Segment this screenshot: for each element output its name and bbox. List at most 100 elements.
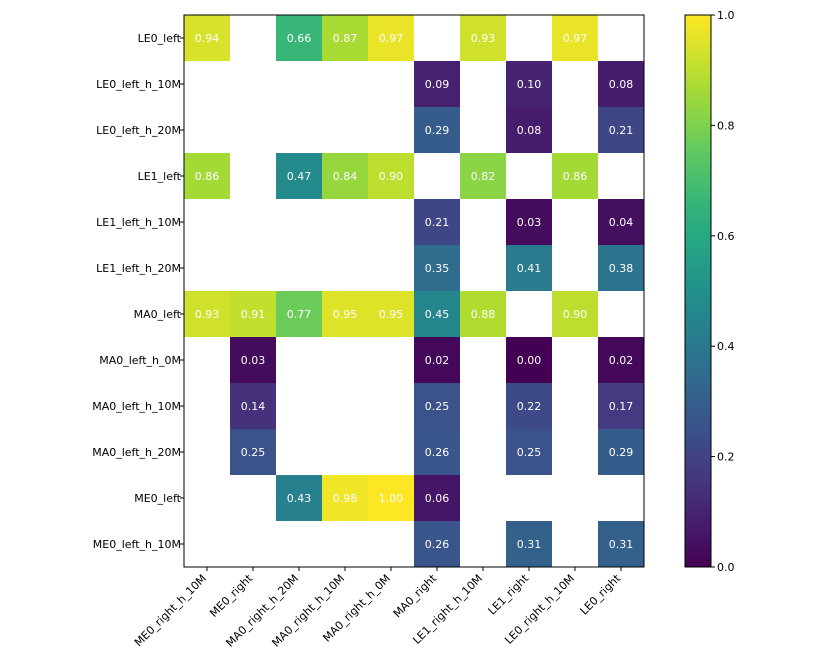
y-tick-label: LE0_left_h_10M [96, 78, 181, 91]
heatmap-cell-value: 0.82 [471, 170, 496, 183]
heatmap-cell [552, 291, 598, 337]
heatmap-cell-value: 0.66 [287, 32, 312, 45]
heatmap-cell [598, 383, 644, 429]
heatmap-cell [184, 291, 230, 337]
y-tick-label: ME0_left_h_10M [93, 538, 181, 551]
heatmap-cell-value: 0.17 [609, 400, 634, 413]
heatmap-cell-value: 0.31 [517, 538, 542, 551]
colorbar-tick-label: 0.0 [717, 561, 735, 574]
heatmap-cell [414, 475, 460, 521]
heatmap-cell [276, 291, 322, 337]
plot-frame [183, 14, 645, 568]
heatmap-cell [230, 291, 276, 337]
y-tick-label: ME0_left [134, 492, 181, 505]
heatmap-cell-value: 0.88 [471, 308, 496, 321]
heatmap-cell [414, 61, 460, 107]
colorbar-gradient [685, 15, 711, 567]
heatmap-cell [414, 383, 460, 429]
heatmap-cell [460, 153, 506, 199]
heatmap-cell [414, 199, 460, 245]
x-axis: ME0_right_h_10MME0_rightMA0_right_h_20MM… [132, 567, 624, 650]
heatmap-cell-value: 0.26 [425, 538, 450, 551]
heatmap-cell-value: 0.29 [425, 124, 450, 137]
heatmap-cell [276, 15, 322, 61]
y-tick-label: LE0_left_h_20M [96, 124, 181, 137]
heatmap-cell-value: 0.31 [609, 538, 634, 551]
colorbar: 0.0 0.2 0.4 0.6 0.8 1.0 [684, 9, 735, 574]
heatmap-cell-value: 0.86 [563, 170, 588, 183]
heatmap-cell [276, 153, 322, 199]
heatmap-cell [414, 429, 460, 475]
heatmap-cell-value: 0.94 [195, 32, 220, 45]
heatmap-cell-value: 0.93 [195, 308, 220, 321]
heatmap-cell [414, 337, 460, 383]
x-tick-label: LE1_right [486, 571, 532, 617]
heatmap-cell [368, 15, 414, 61]
heatmap-cell [276, 475, 322, 521]
heatmap-cell [322, 15, 368, 61]
y-tick-label: MA0_left_h_10M [92, 400, 181, 413]
heatmap-cell-value: 0.26 [425, 446, 450, 459]
x-tick-label: ME0_right [207, 571, 255, 619]
heatmap-cell-value: 0.25 [517, 446, 542, 459]
colorbar-frame [684, 14, 712, 568]
colorbar-tick-label: 0.2 [717, 451, 735, 464]
heatmap-cell-value: 0.91 [241, 308, 266, 321]
y-tick-label: LE0_left [138, 32, 182, 45]
heatmap-cell-value: 0.97 [563, 32, 588, 45]
heatmap-cell [322, 153, 368, 199]
heatmap-cell [230, 337, 276, 383]
heatmap-cell-labels: 0.94 0.66 0.87 0.97 0.93 0.97 0.09 0.10 0.08 0.29… [195, 32, 634, 551]
heatmap-cell-value: 0.87 [333, 32, 358, 45]
heatmap-cell-value: 0.25 [241, 446, 266, 459]
x-tick-label: LE0_right [578, 571, 624, 617]
heatmap-cell-value: 0.90 [379, 170, 404, 183]
heatmap-cell-value: 0.29 [609, 446, 634, 459]
heatmap-cell-value: 0.47 [287, 170, 312, 183]
y-tick-label: MA0_left_h_20M [92, 446, 181, 459]
heatmap-cell [552, 15, 598, 61]
heatmap-cell-value: 0.21 [609, 124, 634, 137]
heatmap-cell-value: 0.08 [609, 78, 634, 91]
heatmap-cell-value: 0.03 [517, 216, 542, 229]
heatmap-cell-value: 0.21 [425, 216, 450, 229]
heatmap-cell [460, 291, 506, 337]
heatmap-cell [506, 61, 552, 107]
colorbar-tick-label: 0.8 [717, 119, 735, 132]
heatmap-cell-value: 0.35 [425, 262, 450, 275]
heatmap-cell-value: 0.08 [517, 124, 542, 137]
heatmap-cell [368, 291, 414, 337]
heatmap-cell-value: 0.10 [517, 78, 542, 91]
heatmap-cell [598, 521, 644, 567]
heatmap-cell [598, 61, 644, 107]
heatmap-cell [414, 521, 460, 567]
heatmap-cell [230, 429, 276, 475]
colorbar-tick-label: 1.0 [717, 9, 735, 22]
heatmap-cell [506, 107, 552, 153]
heatmap-cell [414, 107, 460, 153]
heatmap-cell [598, 337, 644, 383]
colorbar-tick-label: 0.4 [717, 340, 735, 353]
heatmap-cell [552, 153, 598, 199]
heatmap-cell [322, 475, 368, 521]
heatmap-cell-value: 0.02 [425, 354, 450, 367]
heatmap-cell [322, 291, 368, 337]
heatmap-cells [184, 15, 644, 567]
heatmap-cell-value: 1.00 [379, 492, 404, 505]
heatmap-cell-value: 0.98 [333, 492, 358, 505]
heatmap-cell-value: 0.14 [241, 400, 266, 413]
heatmap-cell-value: 0.04 [609, 216, 634, 229]
heatmap-cell-value: 0.77 [287, 308, 312, 321]
y-tick-label: LE1_left_h_20M [96, 262, 181, 275]
heatmap-cell-value: 0.41 [517, 262, 542, 275]
heatmap-cell-value: 0.25 [425, 400, 450, 413]
heatmap-cell-value: 0.43 [287, 492, 312, 505]
heatmap-cell [414, 291, 460, 337]
heatmap-cell [368, 153, 414, 199]
y-tick-label: MA0_left_h_0M [99, 354, 181, 367]
heatmap-cell [506, 521, 552, 567]
heatmap-cell [506, 199, 552, 245]
heatmap-cell-value: 0.45 [425, 308, 450, 321]
heatmap-cell-value: 0.95 [333, 308, 358, 321]
